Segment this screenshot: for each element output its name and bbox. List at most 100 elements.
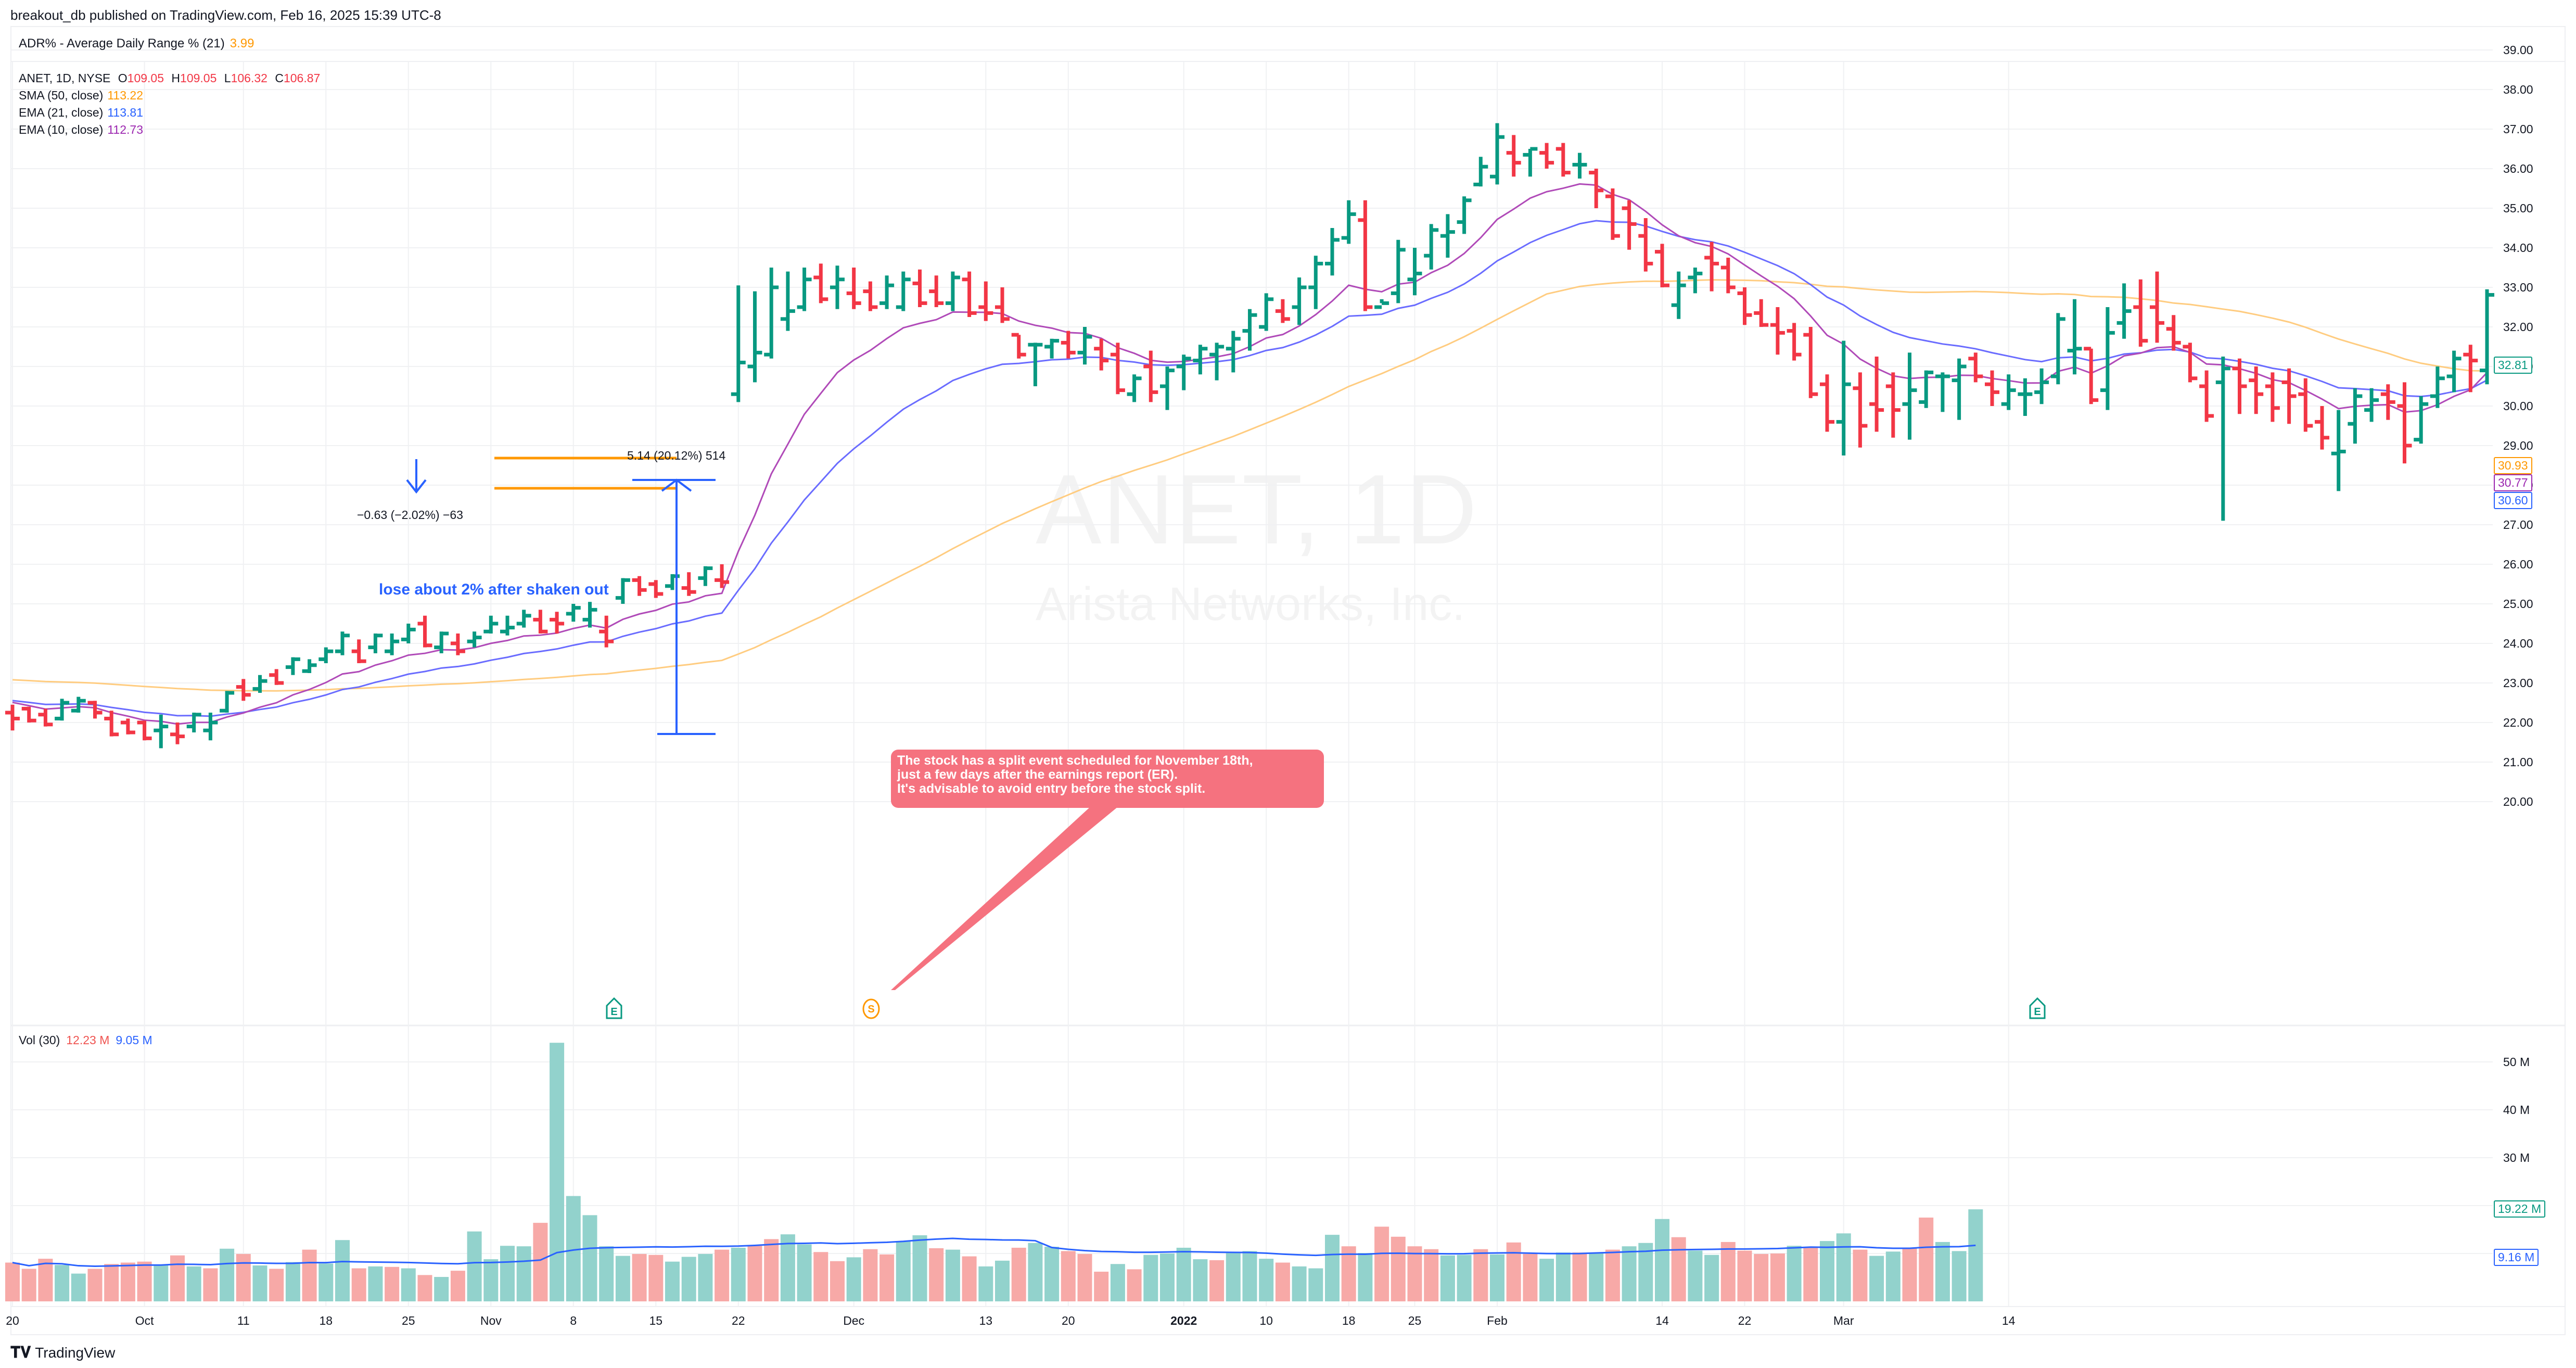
ema21-legend-row[interactable]: EMA (21, close) 113.81 bbox=[19, 104, 320, 121]
adr-value: 3.99 bbox=[229, 36, 254, 50]
ohlc-bar bbox=[351, 639, 366, 663]
ohlc-bar bbox=[1374, 299, 1389, 309]
volume-tick-label: 50 M bbox=[2503, 1055, 2530, 1069]
ohlc-bar bbox=[2281, 368, 2297, 424]
volume-tag: 9.16 M bbox=[2494, 1248, 2539, 1266]
volume-bar bbox=[5, 1262, 20, 1301]
ohlc-bar bbox=[632, 576, 647, 596]
time-tick-label: 25 bbox=[1408, 1314, 1422, 1327]
volume-bar bbox=[1754, 1253, 1769, 1301]
price-tick-label: 23.00 bbox=[2503, 676, 2533, 690]
volume-bar bbox=[516, 1246, 531, 1301]
earnings-marker-icon[interactable] bbox=[2029, 997, 2046, 1019]
main-legend[interactable]: ANET, 1D, NYSE O109.05 H109.05 L106.32 C… bbox=[19, 70, 320, 138]
time-tick-label: 20 bbox=[6, 1314, 19, 1327]
adr-label: ADR% - Average Daily Range % (21) bbox=[19, 36, 225, 50]
ohlc-bar bbox=[1440, 214, 1455, 258]
price-tick-label: 29.00 bbox=[2503, 439, 2533, 452]
volume-bar bbox=[1622, 1246, 1637, 1301]
ohlc-bar bbox=[55, 699, 70, 721]
ohlc-bar bbox=[813, 263, 828, 303]
split-warning-callout[interactable]: The stock has a split event scheduled fo… bbox=[891, 750, 1324, 808]
time-tick-label: 10 bbox=[1259, 1314, 1273, 1327]
volume-bar bbox=[1902, 1247, 1917, 1301]
ema10-label: EMA (10, close) bbox=[19, 123, 104, 136]
ohlc-bar bbox=[87, 701, 103, 719]
volume-bar bbox=[351, 1268, 366, 1301]
price-tick-label: 33.00 bbox=[2503, 281, 2533, 294]
ohlc-bar bbox=[2232, 358, 2247, 414]
open-label: O109.05 bbox=[118, 71, 164, 85]
ohlc-bar bbox=[945, 271, 960, 311]
symbol-legend-row[interactable]: ANET, 1D, NYSE O109.05 H109.05 L106.32 C… bbox=[19, 70, 320, 87]
ohlc-bar bbox=[401, 624, 416, 643]
volume-bar bbox=[912, 1235, 927, 1301]
volume-tick-label: 40 M bbox=[2503, 1103, 2530, 1117]
volume-bar bbox=[1292, 1266, 1307, 1301]
price-tag: 30.60 bbox=[2494, 492, 2532, 509]
ohlc-bar bbox=[1011, 333, 1026, 359]
sma50-legend-row[interactable]: SMA (50, close) 113.22 bbox=[19, 87, 320, 104]
ohlc-bar bbox=[2315, 406, 2329, 450]
price-tick-label: 37.00 bbox=[2503, 122, 2533, 136]
volume-bar bbox=[681, 1257, 696, 1301]
ohlc-bar bbox=[269, 669, 284, 685]
volume-bar bbox=[995, 1260, 1010, 1301]
time-tick-label: Nov bbox=[480, 1314, 502, 1327]
ohlc-bar bbox=[500, 615, 515, 636]
ohlc-bar bbox=[1176, 354, 1191, 390]
tradingview-logo[interactable]: 𝐓𝐕 TradingView bbox=[10, 1344, 115, 1362]
sma50-line bbox=[12, 279, 2488, 692]
ohlc-bar bbox=[1308, 256, 1323, 309]
callout-pointer bbox=[891, 807, 1118, 990]
ohlc-bar bbox=[38, 708, 53, 727]
volume-bar bbox=[1011, 1247, 1026, 1301]
grid bbox=[10, 49, 2493, 1307]
adr-indicator-legend[interactable]: ADR% - Average Daily Range % (21) 3.99 bbox=[19, 36, 254, 51]
volume-legend[interactable]: Vol (30) 12.23 M 9.05 M bbox=[19, 1033, 152, 1047]
volume-bar bbox=[665, 1261, 680, 1301]
shakeout-note[interactable]: lose about 2% after shaken out bbox=[379, 581, 609, 598]
ohlc-bar bbox=[302, 659, 317, 673]
ohlc-bar bbox=[434, 631, 449, 653]
ohlc-bar bbox=[1028, 343, 1043, 386]
ema10-legend-row[interactable]: EMA (10, close) 112.73 bbox=[19, 121, 320, 138]
price-tick-label: 39.00 bbox=[2503, 43, 2533, 57]
ohlc-bar bbox=[731, 285, 746, 402]
ohlc-bar bbox=[599, 615, 614, 648]
earnings-marker-icon[interactable] bbox=[606, 997, 622, 1019]
volume-bar bbox=[55, 1265, 70, 1301]
ohlc-bar bbox=[1539, 143, 1554, 169]
ohlc-bar bbox=[385, 634, 400, 655]
ohlc-bar bbox=[1391, 239, 1406, 303]
volume-bar bbox=[1374, 1226, 1389, 1301]
price-axis[interactable]: 39.00 38.00 37.00 36.00 35.00 34.00 33.00 32.00… bbox=[2503, 43, 2533, 1164]
volume-bar bbox=[1737, 1250, 1752, 1301]
time-tick-label: Feb bbox=[1487, 1314, 1508, 1327]
ohlc-bar bbox=[2150, 271, 2164, 343]
ohlc-bar bbox=[2183, 343, 2198, 383]
volume-bar bbox=[335, 1240, 350, 1301]
ema21-value: 113.81 bbox=[107, 106, 143, 119]
split-marker-icon[interactable] bbox=[862, 998, 880, 1019]
ohlc-bar bbox=[2001, 374, 2016, 410]
ohlc-bar bbox=[1127, 374, 1142, 402]
volume-bar bbox=[846, 1257, 861, 1301]
time-tick-label: 14 bbox=[2002, 1314, 2016, 1327]
volume-bar bbox=[962, 1256, 977, 1301]
ohlc-bar bbox=[830, 265, 845, 309]
volume-bar bbox=[1770, 1253, 1785, 1301]
volume-bar bbox=[1803, 1247, 1818, 1301]
volume-bar bbox=[137, 1261, 152, 1301]
ohlc-bar bbox=[681, 572, 696, 596]
volume-bar bbox=[945, 1249, 960, 1301]
volume-bar bbox=[1555, 1252, 1571, 1301]
volume-bar bbox=[483, 1259, 499, 1301]
callout-line-1: The stock has a split event scheduled fo… bbox=[897, 753, 1253, 768]
time-axis[interactable]: 20 Oct 11 18 25 Nov 8 15 22 Dec 13 20 2022 10 18 25 Feb 1… bbox=[6, 1314, 2015, 1327]
volume-bar bbox=[1259, 1259, 1274, 1301]
volume-bar bbox=[1952, 1251, 1967, 1301]
volume-bar bbox=[1094, 1271, 1109, 1301]
